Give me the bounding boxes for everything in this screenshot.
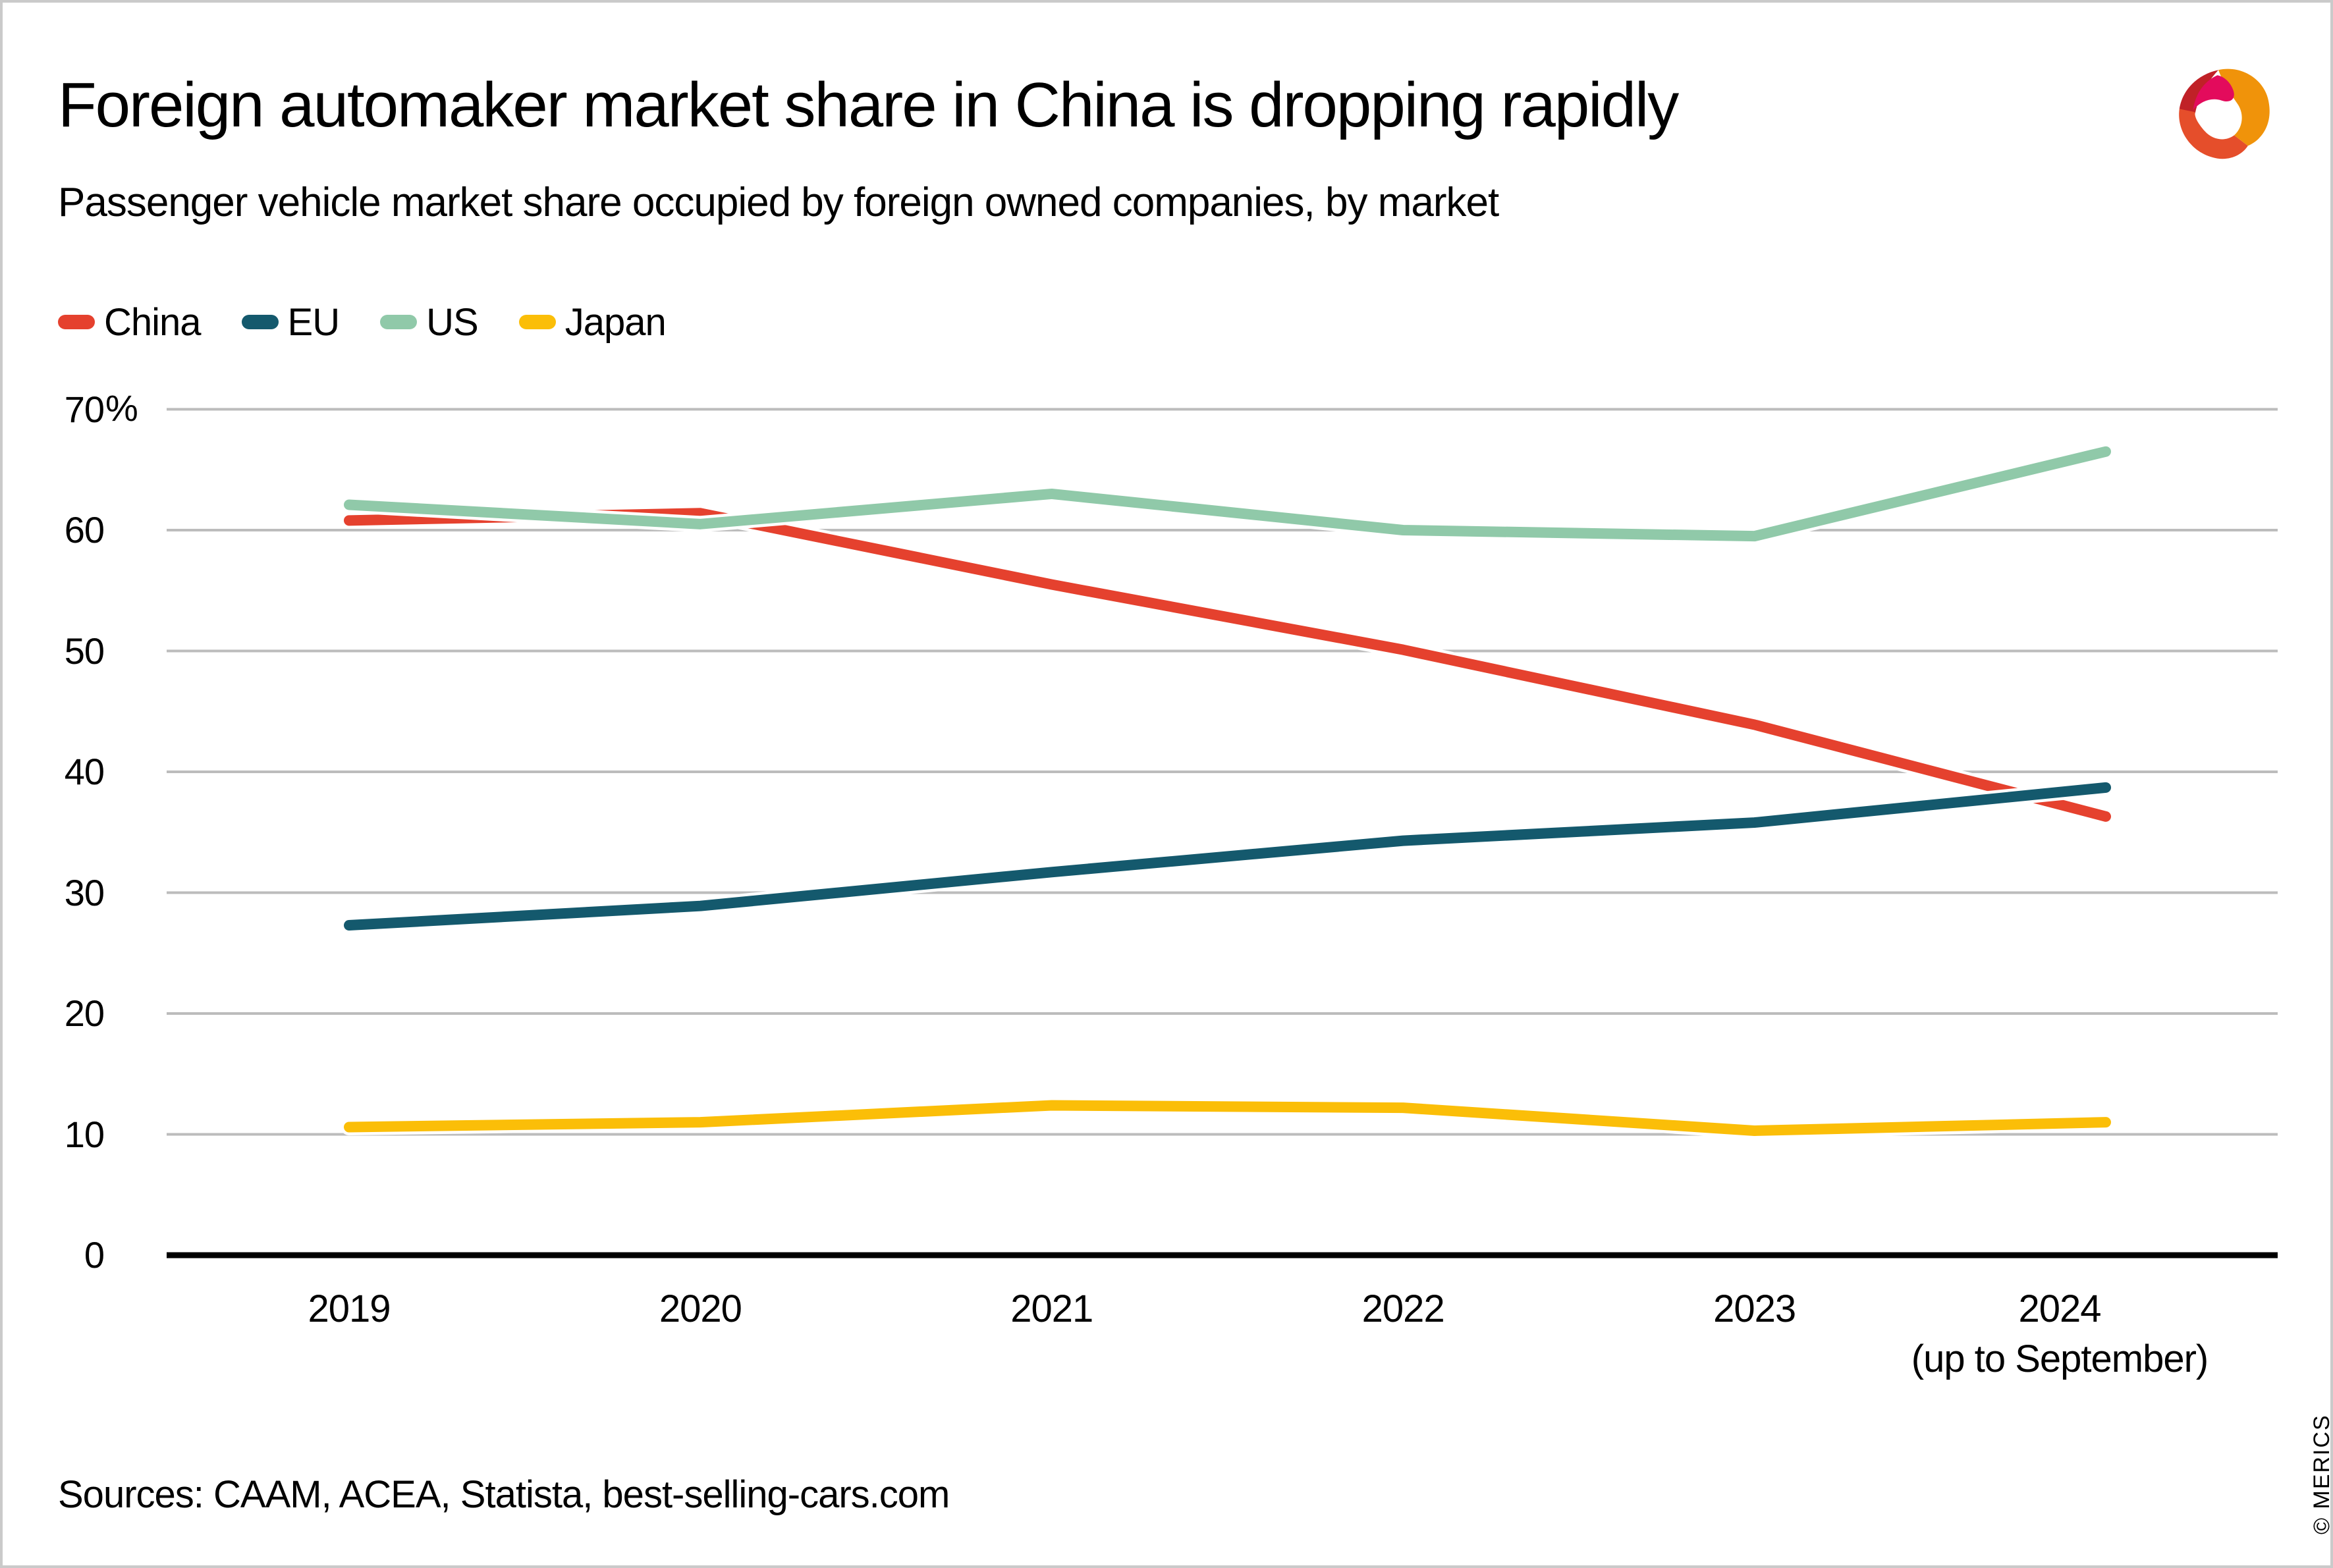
chart-subtitle: Passenger vehicle market share occupied … — [58, 180, 1499, 225]
legend-swatch-icon — [380, 315, 418, 329]
y-axis-label-70: 70% — [64, 387, 138, 430]
legend-item-japan: Japan — [518, 300, 667, 344]
line-japan — [344, 1100, 2111, 1136]
year-label: 2024 — [2018, 1287, 2101, 1330]
y-axis-label-50: 50 — [64, 630, 105, 672]
x-axis-label-2023: 2023 — [1713, 1284, 1796, 1334]
legend-label: China — [104, 300, 202, 344]
legend-swatch-icon — [241, 315, 279, 329]
legend-swatch-icon — [58, 315, 95, 329]
chart-title: Foreign automaker market share in China … — [58, 70, 1679, 140]
x-axis-label-2022: 2022 — [1361, 1284, 1445, 1334]
y-axis-label-20: 20 — [64, 992, 105, 1034]
x-axis-label-2020: 2020 — [659, 1284, 742, 1334]
legend-item-china: China — [58, 300, 202, 344]
year-label: 2021 — [1010, 1287, 1093, 1330]
year-label: 2022 — [1361, 1287, 1445, 1330]
copyright-note: © MERICS — [2309, 1414, 2333, 1534]
y-axis-label-60: 60 — [64, 509, 105, 551]
legend-swatch-icon — [518, 315, 556, 329]
legend-label: Japan — [564, 300, 667, 344]
merics-logo-swirl-icon — [2179, 68, 2270, 159]
legend-item-eu: EU — [241, 300, 341, 344]
line-us — [344, 446, 2111, 542]
x-axis-label-2021: 2021 — [1010, 1284, 1093, 1334]
year-label: 2020 — [659, 1287, 742, 1330]
merics-logo — [2171, 62, 2276, 169]
y-axis-label-0: 0 — [84, 1234, 105, 1276]
line-eu — [344, 782, 2111, 931]
x-axis-label-2019: 2019 — [308, 1284, 391, 1334]
legend-label: US — [426, 300, 479, 344]
y-axis-label-40: 40 — [64, 751, 105, 792]
chart-legend: China EU US Japan — [58, 300, 667, 344]
y-axis-label-30: 30 — [64, 871, 105, 913]
year-label: 2023 — [1713, 1287, 1796, 1330]
y-axis-label-10: 10 — [64, 1113, 105, 1155]
legend-label: EU — [287, 300, 341, 344]
x-axis-label-2024: 2024 (up to September) — [1911, 1284, 2209, 1384]
percent-sign: % — [105, 387, 138, 429]
source-note: Sources: CAAM, ACEA, Statista, best-sell… — [58, 1473, 950, 1516]
year-label: 2019 — [308, 1287, 391, 1330]
legend-item-us: US — [380, 300, 479, 344]
x-axis-note: (up to September) — [1911, 1338, 2209, 1380]
